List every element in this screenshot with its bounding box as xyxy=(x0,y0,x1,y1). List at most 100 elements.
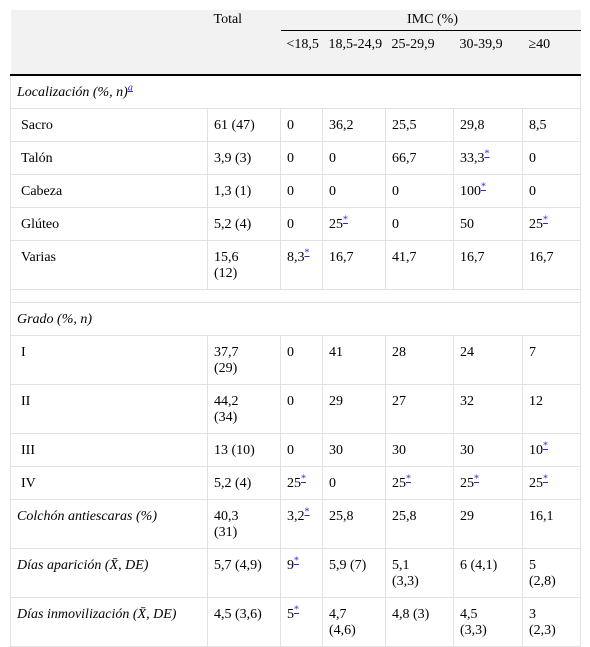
footnote-link[interactable]: * xyxy=(484,148,490,160)
cell: 25,5 xyxy=(385,108,454,142)
cell: 16,7 xyxy=(453,240,523,290)
footnote-link[interactable]: * xyxy=(474,473,479,485)
footnote-link[interactable]: * xyxy=(543,440,548,452)
data-table: Total IMC (%) <18,5 18,5-24,9 25-29,9 30-39,… xyxy=(9,10,582,647)
header-group: 25-29,9 xyxy=(385,30,454,76)
cell: 16,7 xyxy=(322,240,386,290)
spacer xyxy=(9,289,582,303)
footnote-ref: * xyxy=(474,473,479,484)
cell: 30 xyxy=(385,433,454,467)
cell: 32 xyxy=(453,384,523,434)
footnote-link[interactable]: * xyxy=(294,555,299,567)
header-imc: IMC (%) xyxy=(280,10,581,31)
section-title: Grado (%, n) xyxy=(17,312,93,327)
cell: 4,5 (3,6) xyxy=(207,597,281,647)
cell-text: 25 xyxy=(392,476,406,491)
footnote-ref: * xyxy=(481,181,486,192)
cell: 16,7 xyxy=(521,240,582,290)
cell: 4,8 (3) xyxy=(385,597,454,647)
footnote-ref: * xyxy=(543,473,548,484)
cell: 3,9 (3) xyxy=(207,141,281,175)
row-label: Colchón antiescaras (%) xyxy=(10,499,208,549)
section-heading: Grado (%, n) xyxy=(9,302,582,336)
cell: 16,1 xyxy=(521,499,582,549)
table-row: II 44,2 (34) 0 29 27 32 12 xyxy=(10,384,582,434)
footnote-link[interactable]: * xyxy=(481,181,486,193)
cell: 25,8 xyxy=(322,499,386,549)
cell-text: 9 xyxy=(287,558,294,573)
row-label: Sacro xyxy=(10,108,208,142)
cell: 36,2 xyxy=(322,108,386,142)
footnote-link[interactable]: * xyxy=(543,473,548,485)
cell: 25,8 xyxy=(385,499,454,549)
section-heading: Localización (%, n)a xyxy=(9,75,582,109)
row-label: Días aparición (X̄, DE) xyxy=(10,548,208,598)
table-body: Localización (%, n)a Sacro 61 (47) 0 36,2 25,… xyxy=(9,75,582,647)
footnote-ref: * xyxy=(543,214,548,225)
row-label: IV xyxy=(10,466,208,500)
cell: 27 xyxy=(385,384,454,434)
footnote-link[interactable]: * xyxy=(343,214,348,226)
cell-text: 33,3 xyxy=(460,151,485,166)
cell: 3 (2,3) xyxy=(521,597,582,647)
table-row: Varias 15,6 (12) 8,3* 16,7 41,7 16,7 16,7 xyxy=(10,240,582,290)
cell: 12 xyxy=(521,384,582,434)
cell: 66,7 xyxy=(385,141,454,175)
cell-text: 8,3 xyxy=(287,250,305,265)
footnote-link[interactable]: * xyxy=(543,214,548,226)
cell: 5* xyxy=(280,597,323,647)
cell: 100* xyxy=(453,174,523,208)
footnote-ref: * xyxy=(343,214,348,225)
cell: 5 (2,8) xyxy=(521,548,582,598)
row-label: Cabeza xyxy=(10,174,208,208)
cell: 8,3* xyxy=(280,240,323,290)
cell: 0 xyxy=(280,433,323,467)
footnote-ref: * xyxy=(294,604,299,615)
header-group: ≥40 xyxy=(522,30,581,76)
cell: 0 xyxy=(521,141,582,175)
table-row: Glúteo 5,2 (4) 0 25* 0 50 25* xyxy=(10,207,582,241)
table-row: I 37,7 (29) 0 41 28 24 7 xyxy=(10,335,582,385)
table-row: Talón 3,9 (3) 0 0 66,7 33,3* 0 xyxy=(10,141,582,175)
cell: 41,7 xyxy=(385,240,454,290)
table-row: Días inmovilización (X̄, DE) 4,5 (3,6) 5* 4… xyxy=(10,597,582,647)
cell: 5,2 (4) xyxy=(207,466,281,500)
header-group: <18,5 xyxy=(280,30,323,76)
cell: 25* xyxy=(521,466,582,500)
cell: 25* xyxy=(322,207,386,241)
cell-text: 25 xyxy=(329,217,343,232)
cell: 0 xyxy=(385,207,454,241)
cell: 0 xyxy=(322,141,386,175)
cell: 0 xyxy=(322,174,386,208)
cell-text: 25 xyxy=(529,217,543,232)
footnote-link[interactable]: * xyxy=(304,506,310,518)
cell: 7 xyxy=(521,335,582,385)
cell-text: 3,2 xyxy=(287,509,305,524)
cell: 15,6 (12) xyxy=(207,240,281,290)
cell: 0 xyxy=(280,141,323,175)
cell: 24 xyxy=(453,335,523,385)
cell-text: 100 xyxy=(460,184,481,199)
cell: 13 (10) xyxy=(207,433,281,467)
cell-text: 25 xyxy=(529,476,543,491)
cell: 6 (4,1) xyxy=(453,548,523,598)
footnote-link[interactable]: a xyxy=(127,82,133,94)
cell: 4,5 (3,3) xyxy=(453,597,523,647)
section-row: Grado (%, n) xyxy=(9,302,582,336)
footnote-ref: * xyxy=(301,473,306,484)
footnote-link[interactable]: * xyxy=(294,604,299,616)
table-wrapper: Total IMC (%) <18,5 18,5-24,9 25-29,9 30-39,… xyxy=(9,10,582,647)
cell: 25* xyxy=(521,207,582,241)
cell: 0 xyxy=(280,207,323,241)
row-label: III xyxy=(10,433,208,467)
cell-text: 5 xyxy=(287,607,294,622)
cell: 25* xyxy=(385,466,454,500)
footnote-link[interactable]: * xyxy=(406,473,411,485)
header-group: 18,5-24,9 xyxy=(322,30,386,76)
footnote-link[interactable]: * xyxy=(301,473,306,485)
cell-text: 25 xyxy=(287,476,301,491)
cell: 0 xyxy=(521,174,582,208)
footnote-link[interactable]: * xyxy=(304,247,310,259)
row-label: Días inmovilización (X̄, DE) xyxy=(10,597,208,647)
